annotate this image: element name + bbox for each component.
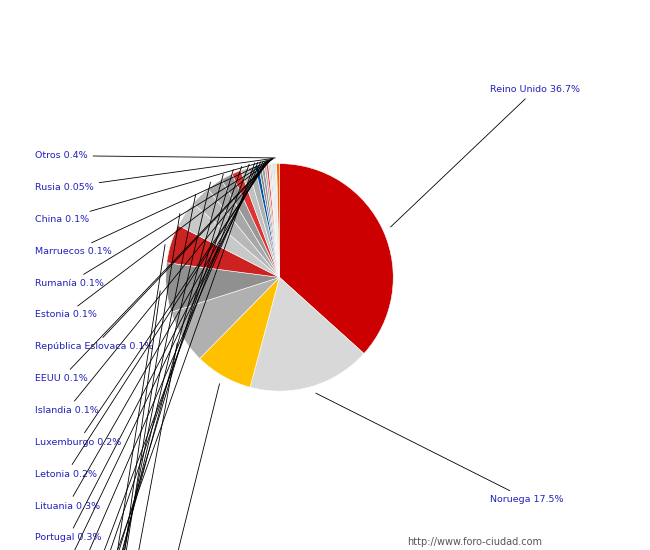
Text: Italia 1.1%: Italia 1.1% <box>35 167 242 550</box>
Text: Bélgica 1.7%: Bélgica 1.7% <box>35 174 223 550</box>
Wedge shape <box>266 164 280 277</box>
Text: Marruecos 0.1%: Marruecos 0.1% <box>35 159 272 256</box>
Wedge shape <box>272 164 280 277</box>
Wedge shape <box>280 164 393 354</box>
Wedge shape <box>178 204 280 277</box>
Wedge shape <box>268 164 280 277</box>
Wedge shape <box>270 164 280 277</box>
Wedge shape <box>221 174 280 277</box>
Wedge shape <box>277 164 280 277</box>
Text: Dinamarca 7.0%: Dinamarca 7.0% <box>35 291 160 550</box>
Text: Países Bajos 3.7%: Países Bajos 3.7% <box>35 213 180 550</box>
Text: Letonia 0.2%: Letonia 0.2% <box>35 161 267 478</box>
Wedge shape <box>171 277 280 359</box>
Wedge shape <box>166 263 280 312</box>
Text: Mogán - Turistas extranjeros según país - Abril de 2024: Mogán - Turistas extranjeros según país … <box>96 10 554 26</box>
Wedge shape <box>264 164 280 277</box>
Text: EEUU 0.1%: EEUU 0.1% <box>35 160 270 383</box>
Text: Alemania 8.2%: Alemania 8.2% <box>35 384 220 550</box>
Text: Rusia 0.05%: Rusia 0.05% <box>35 158 274 192</box>
Wedge shape <box>276 164 280 277</box>
Text: Polonia 1.3%: Polonia 1.3% <box>35 169 233 550</box>
Text: http://www.foro-ciudad.com: http://www.foro-ciudad.com <box>407 537 542 547</box>
Text: Austria 0.4%: Austria 0.4% <box>35 162 261 550</box>
Text: Luxemburgo 0.2%: Luxemburgo 0.2% <box>35 161 268 447</box>
Wedge shape <box>193 189 280 277</box>
Wedge shape <box>271 164 280 277</box>
Text: Suiza 1.0%: Suiza 1.0% <box>35 164 249 550</box>
Text: Finlandia 2.9%: Finlandia 2.9% <box>35 195 196 550</box>
Wedge shape <box>276 164 279 277</box>
Wedge shape <box>248 166 280 277</box>
Text: Francia 2.3%: Francia 2.3% <box>35 182 211 550</box>
Text: República Checa 0.5%: República Checa 0.5% <box>35 163 255 550</box>
Text: Irlanda 5.5%: Irlanda 5.5% <box>35 245 165 550</box>
Wedge shape <box>200 277 280 387</box>
Wedge shape <box>274 164 280 277</box>
Text: Lituania 0.3%: Lituania 0.3% <box>35 161 265 510</box>
Text: Reino Unido 36.7%: Reino Unido 36.7% <box>391 85 580 227</box>
Text: Suecia 7.7%: Suecia 7.7% <box>35 343 177 550</box>
Wedge shape <box>208 180 280 277</box>
Text: Otros 0.4%: Otros 0.4% <box>35 151 275 160</box>
Wedge shape <box>273 164 280 277</box>
Wedge shape <box>259 165 280 277</box>
Wedge shape <box>274 164 280 277</box>
Wedge shape <box>255 166 280 277</box>
Text: Noruega 17.5%: Noruega 17.5% <box>316 393 564 504</box>
Text: China 0.1%: China 0.1% <box>35 159 273 224</box>
Wedge shape <box>166 226 280 277</box>
Wedge shape <box>250 277 364 391</box>
Wedge shape <box>275 164 280 277</box>
Text: Rumanía 0.1%: Rumanía 0.1% <box>35 160 272 288</box>
Text: República Eslovaca 0.1%: República Eslovaca 0.1% <box>35 160 271 351</box>
Text: Islandia 0.1%: Islandia 0.1% <box>35 161 270 415</box>
Wedge shape <box>261 164 280 277</box>
Wedge shape <box>232 170 280 277</box>
Text: Portugal 0.3%: Portugal 0.3% <box>35 161 263 542</box>
Text: Hungría 0.4%: Hungría 0.4% <box>35 162 258 550</box>
Wedge shape <box>240 168 280 277</box>
Text: Estonia 0.1%: Estonia 0.1% <box>35 160 271 320</box>
